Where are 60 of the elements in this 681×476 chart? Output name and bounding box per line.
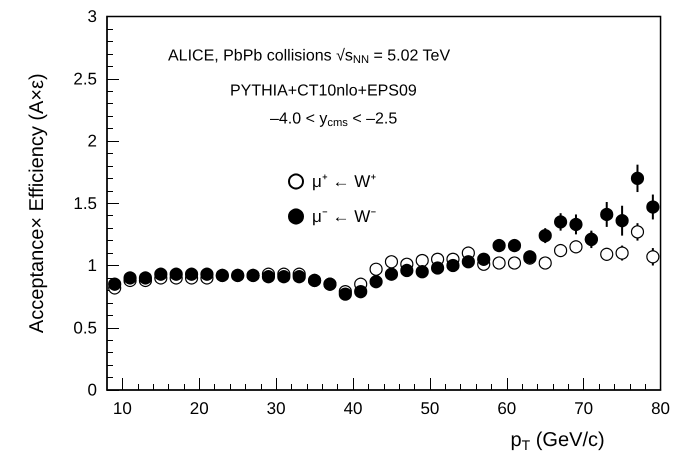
point (616, 214, 629, 228)
y-axis-title: Acceptance× Efficiency (A×ε) (26, 73, 48, 334)
y-tick-label: 1.5 (73, 194, 97, 213)
point (384, 268, 398, 281)
point (184, 268, 198, 281)
point (600, 248, 614, 261)
y-tick-label: 0 (88, 380, 97, 400)
point (446, 258, 460, 272)
y-tick-label: 3 (88, 7, 97, 26)
point (138, 271, 152, 285)
point (277, 270, 290, 284)
point (108, 278, 122, 291)
point (292, 270, 306, 284)
y-tick-label: 0.5 (73, 318, 97, 338)
point (492, 238, 506, 252)
x-tick-label: 40 (344, 399, 362, 418)
point (646, 200, 660, 214)
point (200, 268, 214, 281)
x-tick-label: 80 (651, 399, 670, 418)
y-tick-label: 1 (88, 256, 97, 275)
point (492, 256, 506, 270)
legend-label: μ⁺ ← W⁺ (312, 172, 376, 191)
point (170, 268, 183, 281)
point (538, 256, 552, 270)
y-tick-label: 2.5 (73, 69, 97, 88)
point (123, 271, 137, 285)
point (477, 252, 490, 266)
point (630, 225, 644, 238)
point (554, 215, 568, 229)
point (369, 262, 383, 276)
point (462, 255, 475, 268)
y-tick-label: 2 (88, 132, 97, 150)
point (338, 288, 352, 301)
point (508, 238, 522, 252)
point (554, 244, 568, 258)
point (569, 240, 583, 254)
legend-label: μ⁻ ← W⁻ (312, 207, 376, 226)
point (431, 261, 444, 275)
x-tick-label: 60 (497, 399, 516, 418)
point (538, 229, 552, 242)
point (600, 208, 614, 222)
point (154, 268, 168, 281)
point (646, 250, 660, 264)
point (508, 256, 522, 270)
x-tick-label: 30 (266, 399, 286, 418)
point (262, 270, 276, 284)
point (400, 264, 414, 278)
point (569, 218, 583, 232)
x-tick-label: 70 (574, 399, 594, 418)
point (416, 254, 429, 268)
point (354, 285, 368, 298)
point (369, 275, 383, 288)
x-tick-label: 50 (420, 399, 440, 418)
annotation: PYTHIA+CT10nlo+EPS09 (230, 82, 417, 100)
point (416, 265, 429, 278)
point (384, 255, 398, 268)
point (616, 246, 629, 260)
x-tick-label: 10 (112, 399, 132, 418)
point (630, 172, 644, 185)
x-tick-label: 20 (190, 399, 209, 418)
